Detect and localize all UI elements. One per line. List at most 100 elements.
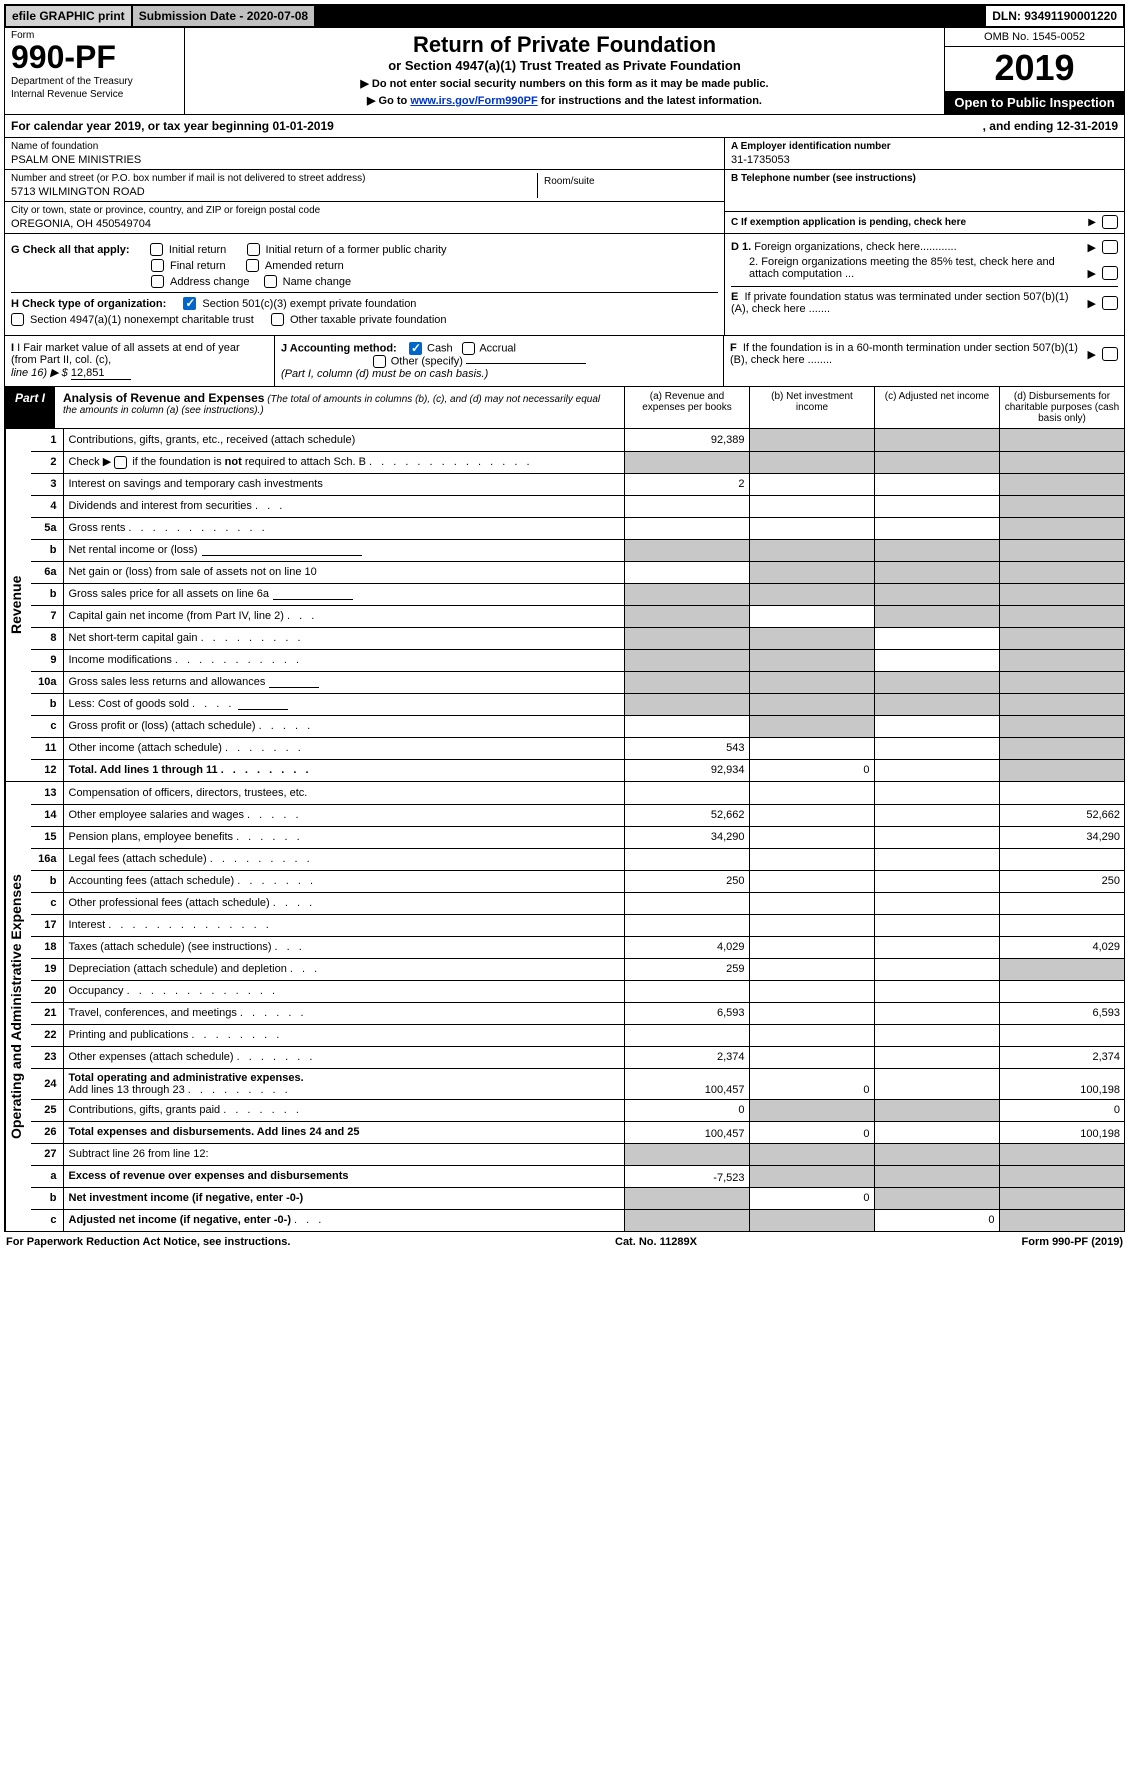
dln-label: DLN: 93491190001220 <box>986 6 1123 26</box>
table-row: 1Contributions, gifts, grants, etc., rec… <box>31 429 1124 451</box>
instr2-post: for instructions and the latest informat… <box>538 95 762 107</box>
table-row: cOther professional fees (attach schedul… <box>31 892 1124 914</box>
g4-checkbox[interactable] <box>246 259 259 272</box>
g5-label: Address change <box>170 276 250 288</box>
table-row: 24Total operating and administrative exp… <box>31 1068 1124 1099</box>
g3-label: Final return <box>170 260 226 272</box>
form-header: Form 990-PF Department of the Treasury I… <box>4 28 1125 115</box>
h2-label: Section 4947(a)(1) nonexempt charitable … <box>30 314 254 326</box>
table-row: 13Compensation of officers, directors, t… <box>31 782 1124 804</box>
instruction-2: ▶ Go to www.irs.gov/Form990PF for instru… <box>189 94 940 107</box>
efile-label: efile GRAPHIC print <box>6 6 131 26</box>
c-cell: C If exemption application is pending, c… <box>725 212 1124 232</box>
table-row: 14Other employee salaries and wages . . … <box>31 804 1124 826</box>
irs-link[interactable]: www.irs.gov/Form990PF <box>410 95 537 107</box>
part1-label: Part I <box>5 387 55 428</box>
tax-year: 2019 <box>945 47 1124 91</box>
table-row: 23Other expenses (attach schedule) . . .… <box>31 1046 1124 1068</box>
part1-header: Part I Analysis of Revenue and Expenses … <box>4 387 1125 429</box>
check-sections: G Check all that apply: Initial return I… <box>4 234 1125 336</box>
cal-left: For calendar year 2019, or tax year begi… <box>11 119 334 133</box>
g3-checkbox[interactable] <box>151 259 164 272</box>
j-accrual-checkbox[interactable] <box>462 342 475 355</box>
h3-label: Other taxable private foundation <box>290 314 447 326</box>
form-title: Return of Private Foundation <box>189 32 940 58</box>
omb-number: OMB No. 1545-0052 <box>945 28 1124 47</box>
h3-checkbox[interactable] <box>271 313 284 326</box>
c-checkbox[interactable] <box>1102 215 1118 229</box>
i-value: 12,851 <box>71 367 131 380</box>
g6-label: Name change <box>283 276 352 288</box>
h1-label: Section 501(c)(3) exempt private foundat… <box>202 298 416 310</box>
revenue-table: Revenue 1Contributions, gifts, grants, e… <box>4 429 1125 782</box>
table-row: 10aGross sales less returns and allowanc… <box>31 671 1124 693</box>
calendar-row: For calendar year 2019, or tax year begi… <box>4 115 1125 138</box>
arrow-icon: ▶ <box>1088 241 1096 254</box>
form-number: 990-PF <box>11 39 178 76</box>
addr-cell: Number and street (or P.O. box number if… <box>11 173 538 198</box>
addr-label: Number and street (or P.O. box number if… <box>11 173 537 184</box>
e-row: E If private foundation status was termi… <box>731 286 1118 315</box>
table-row: 2Check ▶ if the foundation is not requir… <box>31 451 1124 473</box>
header-left: Form 990-PF Department of the Treasury I… <box>5 28 185 114</box>
arrow-icon: ▶ <box>1088 267 1096 280</box>
table-row: bLess: Cost of goods sold . . . . <box>31 693 1124 715</box>
table-row: 22Printing and publications . . . . . . … <box>31 1024 1124 1046</box>
footer-right: Form 990-PF (2019) <box>1022 1236 1124 1248</box>
j-other-checkbox[interactable] <box>373 355 386 368</box>
h2-checkbox[interactable] <box>11 313 24 326</box>
ein-cell: A Employer identification number 31-1735… <box>725 138 1124 170</box>
g5-checkbox[interactable] <box>151 275 164 288</box>
g2-label: Initial return of a former public charit… <box>266 244 447 256</box>
tel-cell: B Telephone number (see instructions) <box>725 170 1124 212</box>
table-row: bNet investment income (if negative, ent… <box>31 1187 1124 1209</box>
d1-text: Foreign organizations, check here.......… <box>754 241 956 253</box>
instr2-pre: ▶ Go to <box>367 95 410 107</box>
expenses-body: 13Compensation of officers, directors, t… <box>31 782 1124 1231</box>
name-label: Name of foundation <box>11 141 718 152</box>
j3-label: Other (specify) <box>391 355 463 367</box>
expenses-label: Operating and Administrative Expenses <box>5 782 31 1231</box>
d2-checkbox[interactable] <box>1102 266 1118 280</box>
e-text: If private foundation status was termina… <box>731 291 1069 315</box>
table-row: 15Pension plans, employee benefits . . .… <box>31 826 1124 848</box>
g1-checkbox[interactable] <box>150 243 163 256</box>
revenue-body: 1Contributions, gifts, grants, etc., rec… <box>31 429 1124 781</box>
g-row3: Address change Name change <box>151 275 718 288</box>
h1-checkbox[interactable] <box>183 297 196 310</box>
main-info-left: Name of foundation PSALM ONE MINISTRIES … <box>5 138 724 233</box>
f-section: F If the foundation is in a 60-month ter… <box>724 336 1124 386</box>
table-row: 27Subtract line 26 from line 12: <box>31 1143 1124 1165</box>
ein-value: 31-1735053 <box>731 152 1118 166</box>
g6-checkbox[interactable] <box>264 275 277 288</box>
table-row: bAccounting fees (attach schedule) . . .… <box>31 870 1124 892</box>
c-label: C If exemption application is pending, c… <box>731 217 1084 228</box>
e-checkbox[interactable] <box>1102 296 1118 310</box>
table-row: 20Occupancy . . . . . . . . . . . . . <box>31 980 1124 1002</box>
h-label: H Check type of organization: <box>11 298 166 310</box>
top-bar: efile GRAPHIC print Submission Date - 20… <box>4 4 1125 28</box>
city-value: OREGONIA, OH 450549704 <box>11 216 718 230</box>
table-row: 16aLegal fees (attach schedule) . . . . … <box>31 848 1124 870</box>
f-checkbox[interactable] <box>1102 347 1118 361</box>
j2-label: Accrual <box>479 342 516 354</box>
table-row: 9Income modifications . . . . . . . . . … <box>31 649 1124 671</box>
addr-value: 5713 WILMINGTON ROAD <box>11 184 537 198</box>
j-other-line <box>466 363 586 364</box>
cal-right: , and ending 12-31-2019 <box>983 119 1118 133</box>
table-row: 21Travel, conferences, and meetings . . … <box>31 1002 1124 1024</box>
table-row: bGross sales price for all assets on lin… <box>31 583 1124 605</box>
table-row: 8Net short-term capital gain . . . . . .… <box>31 627 1124 649</box>
g2-checkbox[interactable] <box>247 243 260 256</box>
city-label: City or town, state or province, country… <box>11 205 718 216</box>
table-row: 11Other income (attach schedule) . . . .… <box>31 737 1124 759</box>
instruction-1: ▶ Do not enter social security numbers o… <box>189 77 940 90</box>
expenses-table: Operating and Administrative Expenses 13… <box>4 782 1125 1232</box>
schb-checkbox[interactable] <box>114 456 127 469</box>
j-cash-checkbox[interactable] <box>409 342 422 355</box>
g-row: G Check all that apply: Initial return I… <box>11 243 718 256</box>
ein-label: A Employer identification number <box>731 141 1118 152</box>
d1-checkbox[interactable] <box>1102 240 1118 254</box>
arrow-icon: ▶ <box>1088 348 1096 361</box>
table-row: 17Interest . . . . . . . . . . . . . . <box>31 914 1124 936</box>
